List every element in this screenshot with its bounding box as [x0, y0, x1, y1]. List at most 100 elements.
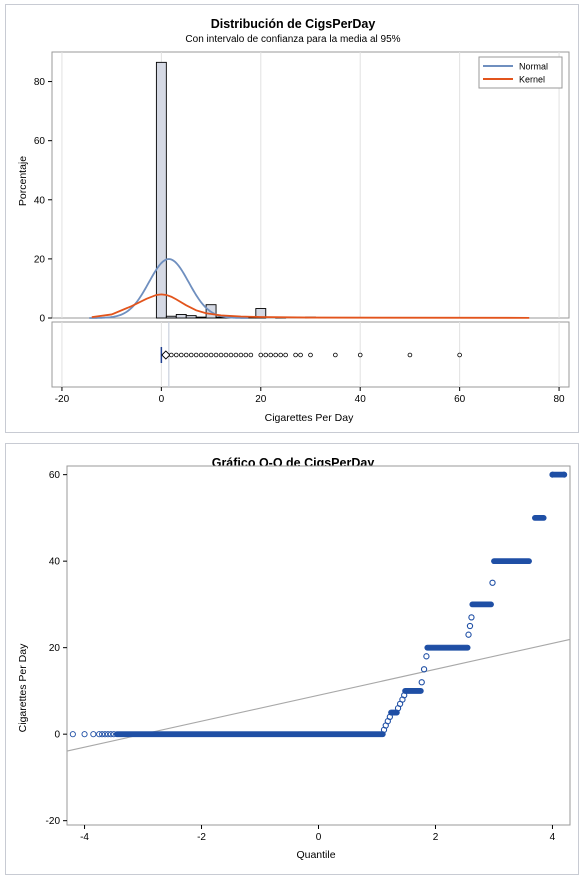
outlier-point — [278, 352, 283, 358]
qq-point — [101, 731, 109, 738]
outlier-point — [169, 352, 174, 358]
outlier-point — [203, 352, 209, 358]
qq-point — [466, 622, 474, 630]
qq-y-tick-label: 60 — [49, 470, 61, 481]
qq-point — [420, 666, 428, 673]
outlier-point — [178, 352, 184, 358]
qq-panel: Gráfico Q-Q de CigsPerDay -4 -2 0 2 4 -20 0 20 4… — [5, 443, 579, 875]
legend-label: Kernel — [519, 75, 545, 85]
outlier-point — [208, 352, 214, 358]
outlier-point — [407, 352, 413, 358]
histogram-bar — [175, 314, 187, 319]
qq-y-tick-label: 40 — [49, 557, 61, 568]
histogram-title: Distribución de CigsPerDay — [211, 17, 376, 31]
outlier-point — [183, 352, 189, 358]
outlier-point — [308, 352, 313, 358]
qq-frame — [66, 465, 571, 826]
qq-point — [99, 731, 106, 738]
outlier-point — [198, 352, 204, 358]
qq-point-run — [424, 644, 471, 651]
x-tick-label: 40 — [355, 394, 367, 405]
legend-label: Normal — [519, 62, 548, 72]
qq-x-tick-label: 4 — [550, 832, 556, 843]
qq-point-run — [469, 601, 494, 608]
outlier-point — [268, 352, 274, 358]
outlier-point — [173, 352, 179, 358]
y-tick-label: 80 — [34, 77, 46, 88]
qq-y-tick-label: 0 — [54, 730, 60, 741]
qq-point-run — [491, 558, 532, 565]
histogram-panel: Distribución de CigsPerDay Con intervalo… — [5, 4, 579, 433]
outlier-point — [213, 352, 219, 358]
qq-y-tick-label: -20 — [46, 816, 61, 827]
outlier-point — [233, 352, 239, 358]
qq-point — [81, 731, 88, 738]
outlier-point — [258, 352, 264, 358]
qq-point — [468, 614, 475, 621]
qq-chart: Gráfico Q-Q de CigsPerDay -4 -2 0 2 4-200204… — [17, 456, 571, 861]
qq-point — [465, 631, 472, 638]
qq-point-run — [388, 709, 400, 716]
outlier-point — [243, 352, 249, 358]
qq-y-axis-label: Cigarettes Per Day — [17, 643, 29, 732]
qq-point-run — [532, 515, 547, 521]
histogram-bar — [255, 308, 267, 319]
outlier-point — [263, 352, 269, 358]
qq-point-run — [402, 688, 424, 694]
qq-point — [90, 731, 97, 738]
qq-point-run — [549, 471, 568, 478]
histogram-bar — [165, 315, 177, 319]
qq-x-tick-label: -4 — [80, 832, 89, 843]
x-tick-label: 60 — [454, 394, 466, 405]
outlier-point — [223, 352, 229, 358]
outlier-point — [238, 352, 244, 358]
outlier-point — [218, 352, 224, 358]
kernel-curve — [91, 293, 530, 319]
histogram-bar — [155, 61, 167, 319]
histogram-bar — [185, 315, 197, 319]
histogram-y-axis-label: Porcentaje — [17, 156, 29, 206]
qq-point — [104, 731, 111, 738]
y-tick-label: 40 — [34, 195, 46, 206]
outlier-point — [193, 352, 199, 358]
outlier-point — [298, 352, 303, 358]
histogram-frame — [51, 51, 570, 319]
x-tick-label: 20 — [255, 394, 267, 405]
qq-point — [69, 731, 76, 738]
qq-x-tick-label: 0 — [316, 832, 322, 843]
y-tick-label: 60 — [34, 136, 46, 147]
outlier-point — [457, 352, 462, 358]
qq-x-tick-label: -2 — [197, 832, 206, 843]
histogram-x-axis-label: Cigarettes Per Day — [265, 412, 354, 424]
y-tick-label: 0 — [39, 314, 45, 325]
qq-point — [96, 731, 103, 738]
y-tick-label: 20 — [34, 254, 46, 265]
outlier-point — [188, 352, 194, 358]
histogram-plot-area: 0 20 40 60 80 Normal Kernel — [34, 51, 570, 325]
outlier-point — [357, 352, 363, 358]
histogram-bar — [195, 316, 207, 319]
outlier-point — [273, 352, 279, 358]
boxplot-area: -20 0 20 40 60 80 — [51, 321, 570, 405]
x-tick-label: 80 — [553, 394, 565, 405]
qq-x-tick-label: 2 — [433, 832, 439, 843]
normal-curve — [89, 258, 249, 319]
qq-point — [418, 679, 425, 686]
qq-x-axis-label: Quantile — [296, 849, 335, 861]
outlier-point — [333, 352, 338, 358]
legend-box — [478, 56, 563, 89]
qq-point — [423, 653, 430, 660]
x-tick-label: -20 — [55, 394, 70, 405]
qq-point-run — [113, 731, 386, 738]
qq-point — [107, 731, 114, 738]
outlier-point — [293, 352, 298, 358]
qq-point — [489, 579, 496, 586]
histogram-subtitle: Con intervalo de confianza para la media… — [185, 34, 400, 45]
outlier-point — [228, 352, 234, 358]
histogram-chart: Distribución de CigsPerDay Con intervalo… — [17, 17, 570, 424]
outlier-point — [248, 352, 254, 358]
outlier-point — [283, 352, 288, 358]
qq-y-tick-label: 20 — [49, 643, 61, 654]
x-tick-label: 0 — [159, 394, 165, 405]
